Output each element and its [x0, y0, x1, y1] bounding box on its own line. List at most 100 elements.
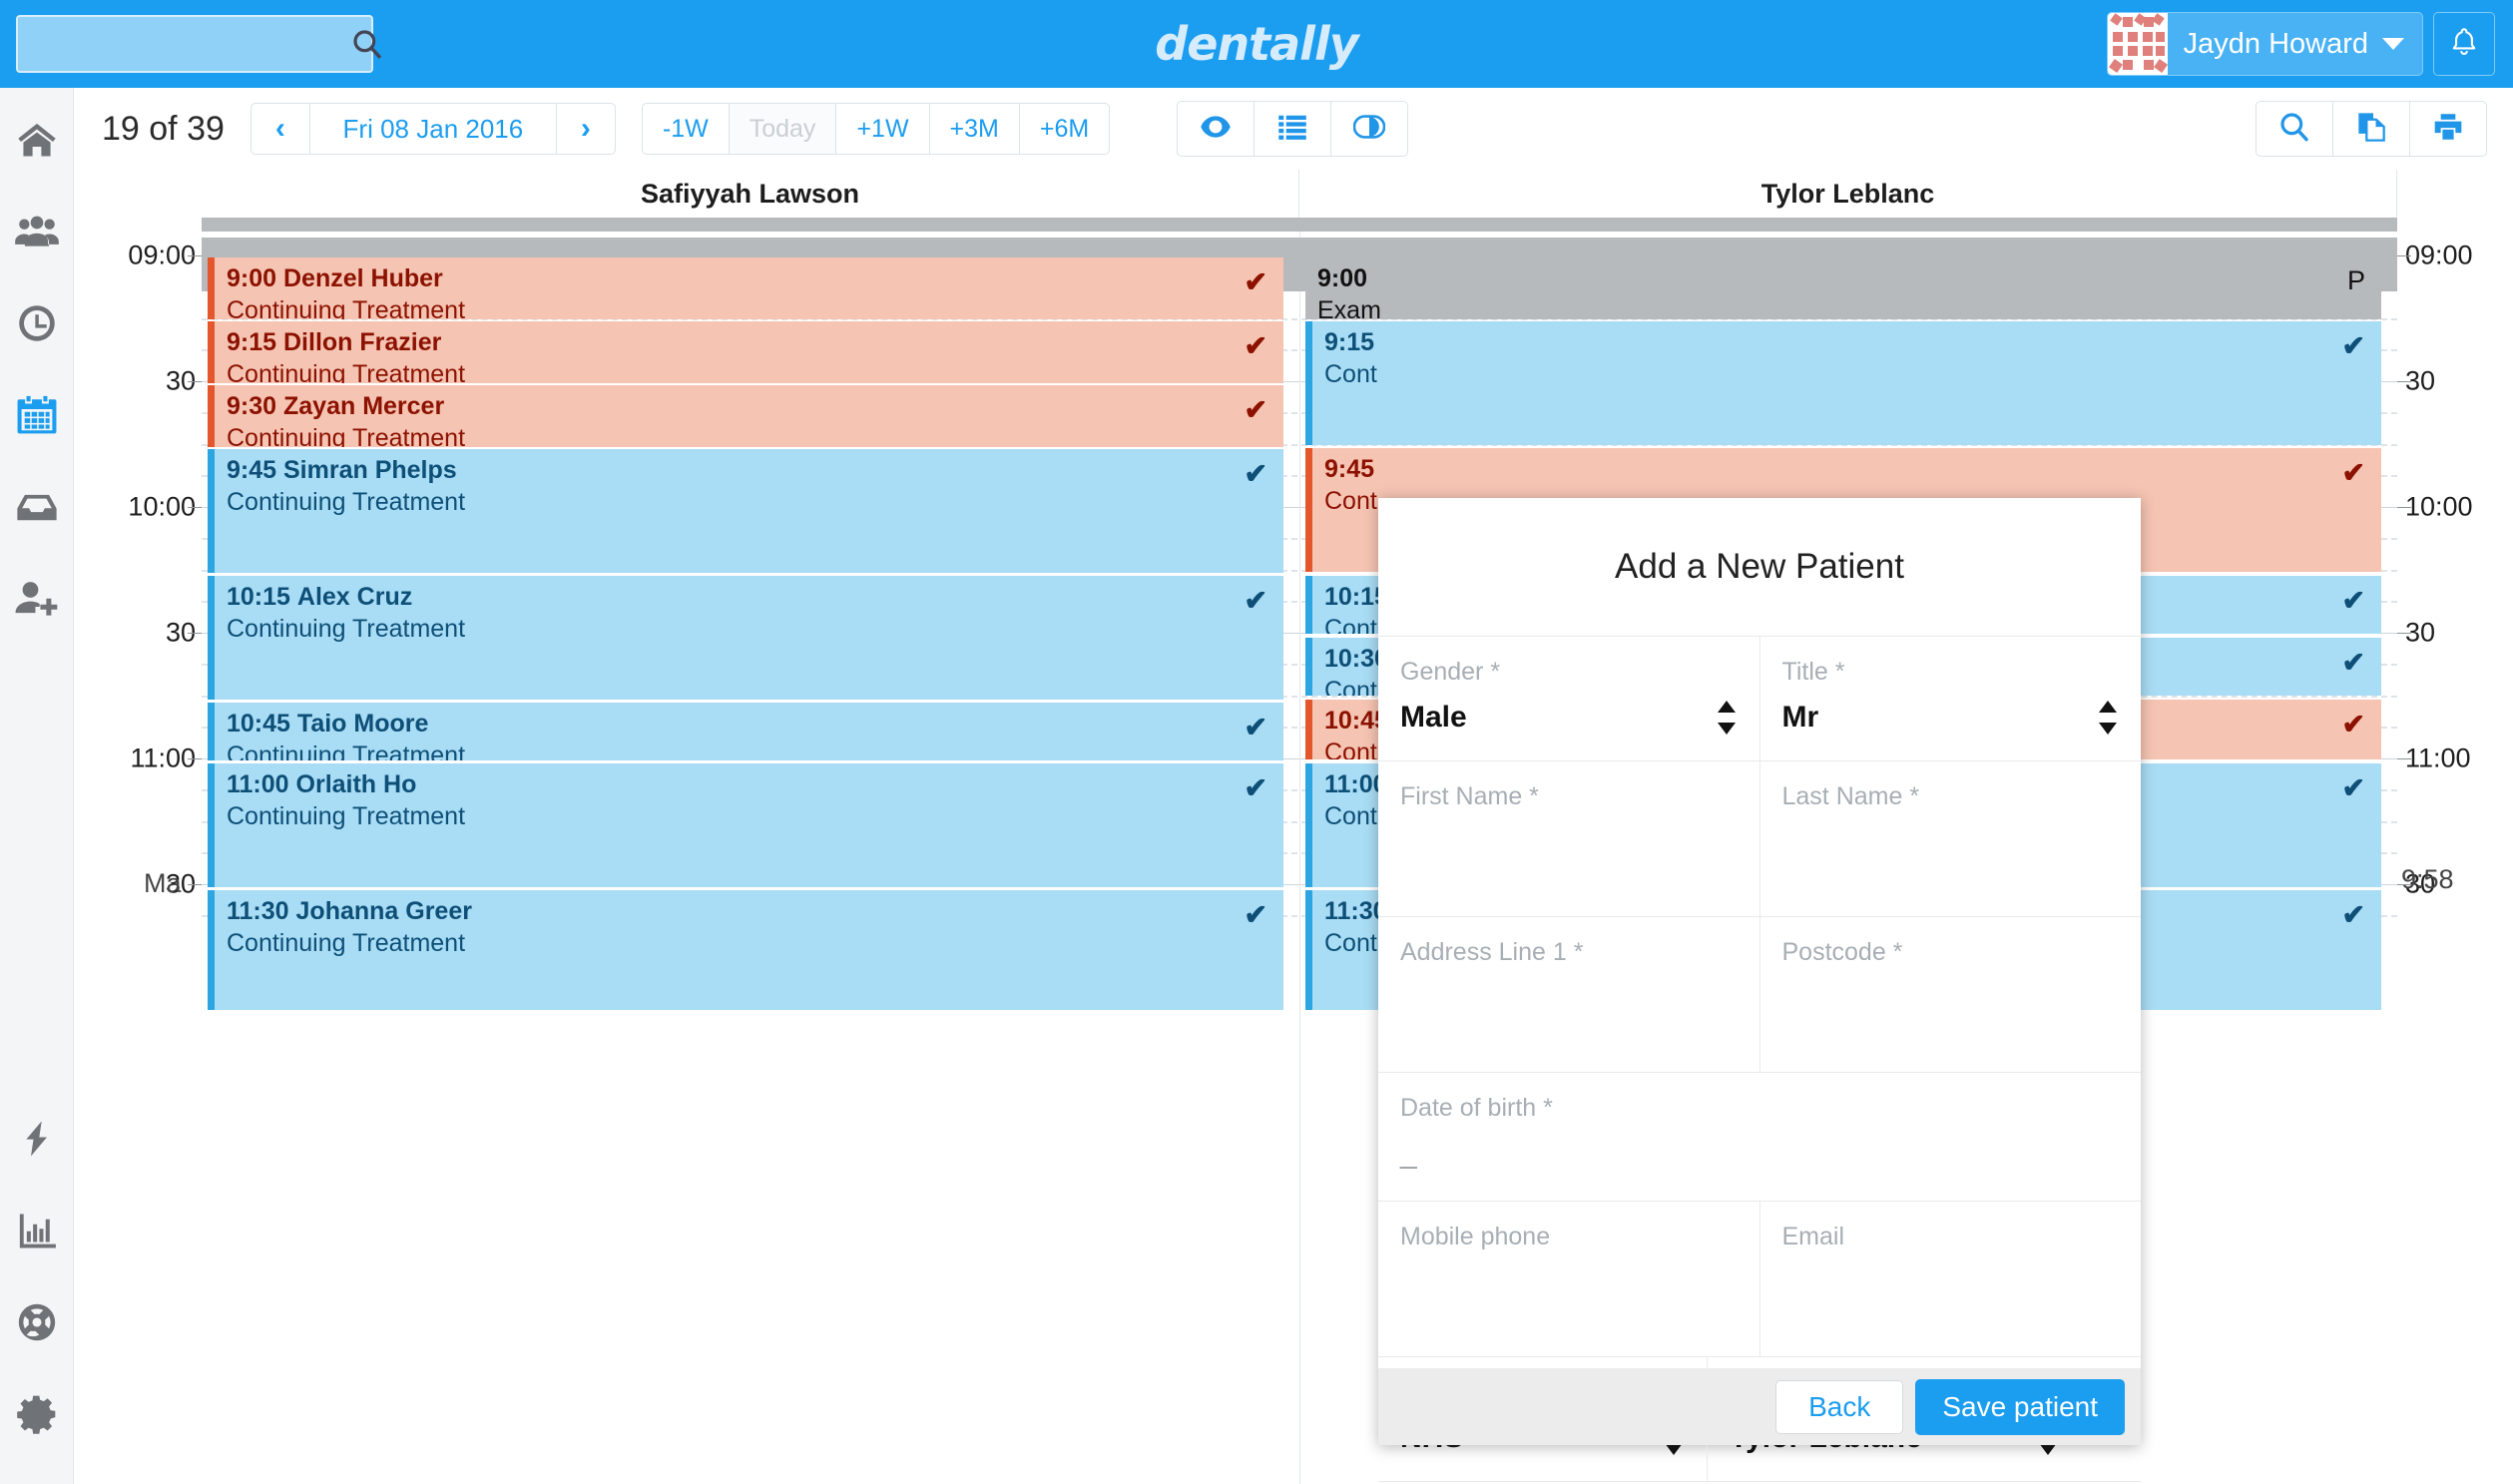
global-search[interactable]: [16, 15, 381, 73]
appointment-block[interactable]: 11:30 Johanna Greer Continuing Treatment…: [208, 890, 1283, 1010]
appointment-treatment: Cont: [1324, 802, 1377, 831]
sidebar-item-recent[interactable]: [0, 277, 74, 369]
gender-value: Male: [1400, 700, 1467, 734]
time-tick: 09:00: [2405, 240, 2473, 270]
form-row-contact: Mobile phone Email: [1378, 1202, 2141, 1357]
current-date-button[interactable]: Fri 08 Jan 2016: [308, 103, 557, 155]
appointment-block[interactable]: 9:00 Denzel Huber Continuing Treatment ✔: [208, 257, 1283, 319]
column-header-practitioner-2[interactable]: Tylor Leblanc: [1299, 170, 2397, 218]
time-gutter-right: 09:00 30 10:00 30 11:00 30 9:58: [2397, 218, 2513, 1484]
duplicate-icon: [2355, 111, 2387, 148]
sidebar-item-reporting[interactable]: [0, 1185, 74, 1276]
range-minus-1w[interactable]: -1W: [641, 103, 730, 155]
appointment-block[interactable]: 9:15 Cont ✔: [1305, 321, 2381, 445]
column-header-practitioner-1[interactable]: Safiyyah Lawson: [202, 170, 1299, 218]
appointment-status-check: ✔: [1244, 585, 1267, 616]
appointment-status-check: ✔: [2341, 709, 2365, 740]
sidebar-item-diary[interactable]: [0, 369, 74, 461]
mobile-phone-field[interactable]: Mobile phone: [1378, 1202, 1760, 1356]
appointment-treatment: Continuing Treatment: [227, 615, 466, 644]
avatar: [2107, 13, 2168, 75]
time-tick: 30: [2405, 617, 2436, 648]
appointment-title: 10:30: [1324, 645, 1388, 673]
sidebar-item-support[interactable]: [0, 1276, 74, 1368]
sidebar-item-patients[interactable]: [0, 186, 74, 277]
save-patient-button[interactable]: Save patient: [1915, 1378, 2125, 1435]
sidebar-item-home[interactable]: [0, 94, 74, 186]
column-headers: Safiyyah Lawson Tylor Leblanc: [74, 170, 2513, 218]
now-time-label-left: Ma: [144, 868, 182, 898]
last-name-field[interactable]: Last Name *: [1760, 761, 2142, 916]
range-plus-6m[interactable]: +6M: [1018, 103, 1111, 155]
appointment-block[interactable]: 9:30 Zayan Mercer Continuing Treatment ✔: [208, 385, 1283, 447]
next-day-button[interactable]: ›: [555, 103, 616, 155]
appointment-treatment: Continuing Treatment: [227, 424, 466, 447]
appointment-title: 9:45 Simran Phelps: [227, 456, 457, 484]
bolt-icon: [26, 1121, 47, 1157]
sidebar-item-new-patient[interactable]: [0, 553, 74, 645]
diary-search-button[interactable]: [2256, 101, 2333, 157]
appointment-status-check: ✔: [1244, 772, 1267, 803]
appointment-block[interactable]: 10:45 Taio Moore Continuing Treatment ✔: [208, 703, 1283, 760]
date-of-birth-label: Date of birth *: [1400, 1094, 1553, 1122]
first-name-field[interactable]: First Name *: [1378, 761, 1760, 916]
gender-select[interactable]: Gender * Male: [1378, 637, 1760, 760]
sidebar-item-settings[interactable]: [0, 1368, 74, 1460]
appointment-block[interactable]: 11:00 Orlaith Ho Continuing Treatment ✔: [208, 763, 1283, 887]
list-icon: [1277, 112, 1307, 147]
date-of-birth-field[interactable]: Date of birth * _: [1378, 1073, 2141, 1201]
postcode-field[interactable]: Postcode *: [1760, 917, 2142, 1072]
spinner-icon: [2099, 701, 2117, 735]
email-field[interactable]: Email: [1760, 1202, 2142, 1356]
appointment-status-check: ✔: [2341, 585, 2365, 616]
search-input[interactable]: [18, 17, 351, 71]
mobile-phone-label: Mobile phone: [1400, 1223, 1551, 1250]
range-plus-1w[interactable]: +1W: [835, 103, 930, 155]
address-line1-label: Address Line 1 *: [1400, 938, 1584, 966]
first-name-label: First Name *: [1400, 782, 1539, 810]
form-row-dob: Date of birth * _: [1378, 1073, 2141, 1202]
user-area: Jaydn Howard: [2106, 12, 2495, 76]
appointment-block[interactable]: 9:45 Simran Phelps Continuing Treatment …: [208, 449, 1283, 573]
appointment-treatment: Continuing Treatment: [227, 802, 466, 831]
search-icon[interactable]: [351, 17, 383, 71]
appointment-block[interactable]: 9:00 Exam P: [1305, 257, 2381, 319]
appointment-status-check: ✔: [1244, 394, 1267, 425]
user-menu-button[interactable]: Jaydn Howard: [2106, 12, 2423, 76]
date-navigator: ‹ Fri 08 Jan 2016 ›: [250, 103, 616, 155]
list-view-button[interactable]: [1254, 101, 1332, 157]
sidebar-bottom-group: [0, 1093, 74, 1460]
title-select[interactable]: Title * Mr: [1760, 637, 2142, 760]
range-plus-3m[interactable]: +3M: [928, 103, 1020, 155]
gear-icon: [17, 1395, 56, 1434]
time-tick: 30: [165, 868, 196, 899]
range-today[interactable]: Today: [728, 103, 837, 155]
bar-chart-icon: [19, 1214, 56, 1248]
user-name: Jaydn Howard: [2183, 27, 2368, 60]
eye-view-button[interactable]: [1177, 101, 1256, 157]
life-ring-icon: [18, 1303, 56, 1341]
contrast-view-button[interactable]: [1330, 101, 1409, 157]
sidebar-item-inbox[interactable]: [0, 461, 74, 553]
appointment-status-check: ✔: [1244, 330, 1267, 361]
clock-icon: [19, 305, 55, 341]
email-label: Email: [1781, 1223, 1845, 1250]
address-line1-field[interactable]: Address Line 1 *: [1378, 917, 1760, 1072]
bell-icon: [2447, 25, 2481, 64]
duplicate-button[interactable]: [2332, 101, 2410, 157]
sidebar-item-automation[interactable]: [0, 1093, 74, 1185]
print-button[interactable]: [2409, 101, 2487, 157]
time-tick: 30: [165, 617, 196, 648]
appointment-block[interactable]: 10:15 Alex Cruz Continuing Treatment ✔: [208, 576, 1283, 700]
appointment-status-check: ✔: [1244, 712, 1267, 742]
time-tick: 11:00: [2405, 742, 2471, 773]
appointment-status-check: ✔: [2341, 457, 2365, 488]
now-time-marker: 9:58: [2401, 864, 2454, 894]
prev-day-button[interactable]: ‹: [250, 103, 310, 155]
appointment-block[interactable]: 9:15 Dillon Frazier Continuing Treatment…: [208, 321, 1283, 383]
notifications-button[interactable]: [2433, 12, 2495, 76]
appointment-treatment: Continuing Treatment: [227, 488, 466, 517]
gender-label: Gender *: [1400, 658, 1501, 686]
back-button[interactable]: Back: [1775, 1379, 1904, 1434]
chevron-down-icon: [2382, 38, 2404, 50]
